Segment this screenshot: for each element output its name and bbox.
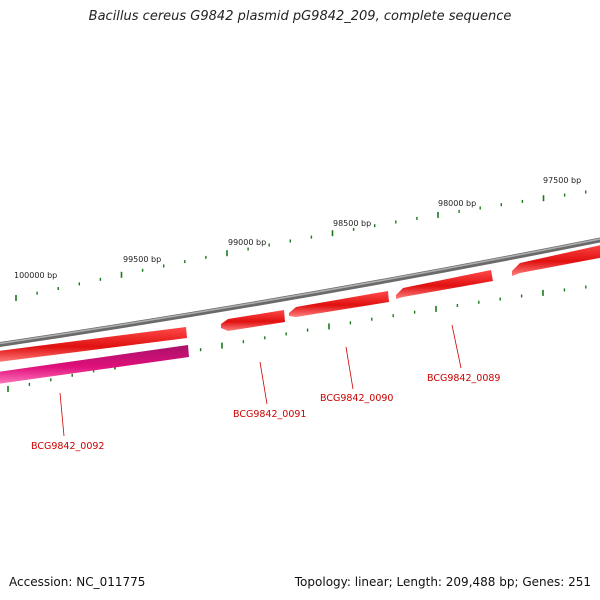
tick-label-100000: 100000 bp [14, 271, 57, 280]
gene-next-forward[interactable] [512, 243, 600, 276]
gene-bcg9842-0089[interactable] [396, 270, 493, 299]
gene-bcg9842-0090[interactable] [289, 291, 389, 317]
tick-label-98500: 98500 bp [333, 219, 371, 228]
tick-label-98000: 98000 bp [438, 199, 476, 208]
gene-label-connector-0092 [59, 392, 65, 437]
gene-label-bcg9842-0090[interactable]: BCG9842_0090 [320, 393, 393, 404]
sequence-backbone-highlight [0, 238, 600, 345]
gene-label-bcg9842-0092[interactable]: BCG9842_0092 [31, 441, 104, 452]
map-title: Bacillus cereus G9842 plasmid pG9842_209… [88, 9, 512, 24]
gene-bcg9842-0092-forward[interactable] [0, 327, 187, 363]
gene-bcg9842-0091[interactable] [221, 310, 285, 331]
gene-label-connector-0091 [259, 361, 268, 405]
gene-bcg9842-0092[interactable] [0, 345, 189, 385]
gene-label-connector-0089 [451, 324, 462, 369]
tick-label-99000: 99000 bp [228, 238, 266, 247]
gene-label-bcg9842-0091[interactable]: BCG9842_0091 [233, 409, 306, 420]
gene-label-connector-0090 [345, 346, 354, 390]
accession-text: Accession: NC_011775 [9, 575, 146, 589]
outer-tick-track [15, 190, 587, 301]
tick-label-99500: 99500 bp [123, 255, 161, 264]
tick-label-97500: 97500 bp [543, 176, 581, 185]
sequence-backbone [0, 237, 600, 348]
sequence-summary: Topology: linear; Length: 209,488 bp; Ge… [294, 575, 591, 589]
gene-label-bcg9842-0089[interactable]: BCG9842_0089 [427, 373, 500, 384]
